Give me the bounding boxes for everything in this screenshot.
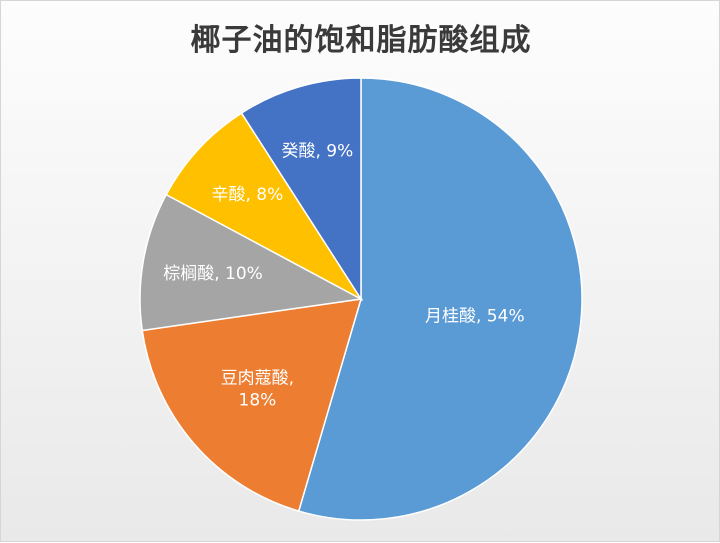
- slice-label-5: 癸酸, 9%: [282, 142, 354, 162]
- slice-label-4: 辛酸, 8%: [212, 185, 284, 205]
- chart-title: 椰子油的饱和脂肪酸组成: [190, 23, 532, 58]
- slice-label-2: 豆肉蔻酸, 18%: [221, 369, 294, 411]
- slice-label-3: 棕榈酸, 10%: [163, 264, 263, 284]
- pie-slice-5: [240, 77, 362, 302]
- slice-label-1: 月桂酸, 54%: [425, 306, 525, 326]
- pie-slice-4: [165, 112, 364, 302]
- pie-slice-2: [141, 298, 363, 512]
- pie-slice-3: [139, 193, 364, 332]
- pie-slice-1: [297, 77, 583, 521]
